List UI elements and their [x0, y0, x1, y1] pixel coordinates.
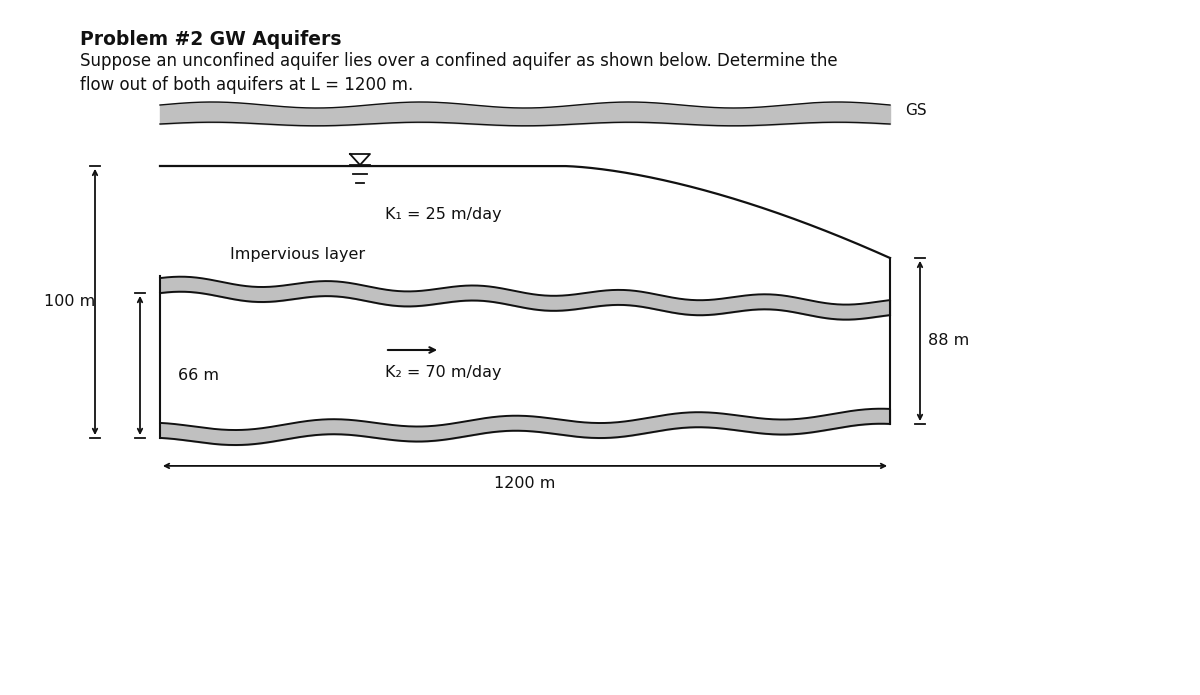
Text: K₁ = 25 m/day: K₁ = 25 m/day — [385, 208, 502, 222]
Text: Problem #2 GW Aquifers: Problem #2 GW Aquifers — [80, 30, 342, 49]
Text: GS: GS — [905, 103, 926, 118]
Text: 100 m: 100 m — [44, 295, 96, 309]
Text: 1200 m: 1200 m — [494, 476, 556, 491]
Text: flow out of both aquifers at L = 1200 m.: flow out of both aquifers at L = 1200 m. — [80, 76, 413, 94]
Text: 88 m: 88 m — [928, 334, 970, 348]
Text: 66 m: 66 m — [178, 368, 220, 383]
Text: K₂ = 70 m/day: K₂ = 70 m/day — [385, 364, 502, 379]
Text: Impervious layer: Impervious layer — [230, 247, 365, 263]
Text: Suppose an unconfined aquifer lies over a confined aquifer as shown below. Deter: Suppose an unconfined aquifer lies over … — [80, 52, 838, 70]
